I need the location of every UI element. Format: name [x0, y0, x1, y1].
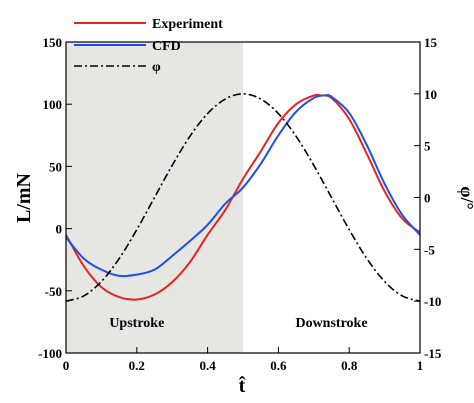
- y-right-tick-label: 0: [424, 191, 431, 206]
- annotation-upstroke: Upstroke: [109, 316, 164, 331]
- x-tick-label: 0: [63, 358, 70, 373]
- y-left-tick-label: 50: [49, 159, 62, 174]
- y-axis-label-left: L/mN: [13, 172, 35, 223]
- y-right-tick-label: -5: [424, 242, 435, 257]
- y-left-tick-label: -50: [45, 284, 62, 299]
- legend-label-phi: φ: [152, 60, 161, 75]
- series-layer: [65, 93, 421, 302]
- legend-label-experiment: Experiment: [152, 17, 223, 32]
- x-tick-label: 0.6: [270, 358, 287, 373]
- x-tick-label: 1: [417, 358, 424, 373]
- y-right-tick-label: -15: [424, 346, 442, 361]
- y-axis-label-right: φ/°: [457, 186, 474, 209]
- y-right-tick-label: 5: [424, 139, 431, 154]
- x-axis-label: t̂: [238, 375, 246, 397]
- x-tick-label: 0.2: [129, 358, 145, 373]
- y-right-tick-label: 15: [424, 35, 438, 50]
- y-left-tick-label: 0: [56, 222, 63, 237]
- legend: Experiment CFD φ: [74, 17, 223, 75]
- y-right-tick-label: -10: [424, 294, 441, 309]
- x-tick-label: 0.8: [341, 358, 358, 373]
- series-experiment-line: [65, 93, 421, 301]
- x-tick-label: 0.4: [199, 358, 216, 373]
- annotation-downstroke: Downstroke: [295, 316, 367, 331]
- upstroke-shaded-region: [66, 42, 243, 353]
- legend-label-cfd: CFD: [152, 39, 181, 54]
- series-cfd-line: [65, 93, 421, 278]
- y-left-tick-label: -100: [38, 346, 62, 361]
- series-phi-line: [65, 93, 421, 302]
- y-left-tick-label: 150: [43, 35, 63, 50]
- y-right-tick-label: 10: [424, 87, 437, 102]
- y-left-tick-label: 100: [43, 97, 63, 112]
